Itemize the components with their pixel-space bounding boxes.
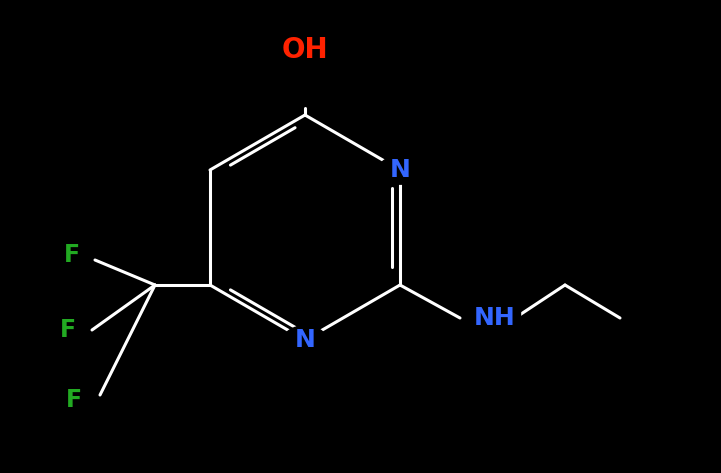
Text: F: F [60,318,76,342]
Text: F: F [66,388,82,412]
Circle shape [379,156,422,184]
Text: NH: NH [474,306,516,330]
FancyBboxPatch shape [473,306,520,330]
Text: N: N [389,158,410,182]
Circle shape [283,326,327,354]
Text: OH: OH [282,36,328,64]
Text: N: N [295,328,316,352]
Text: F: F [64,243,80,267]
